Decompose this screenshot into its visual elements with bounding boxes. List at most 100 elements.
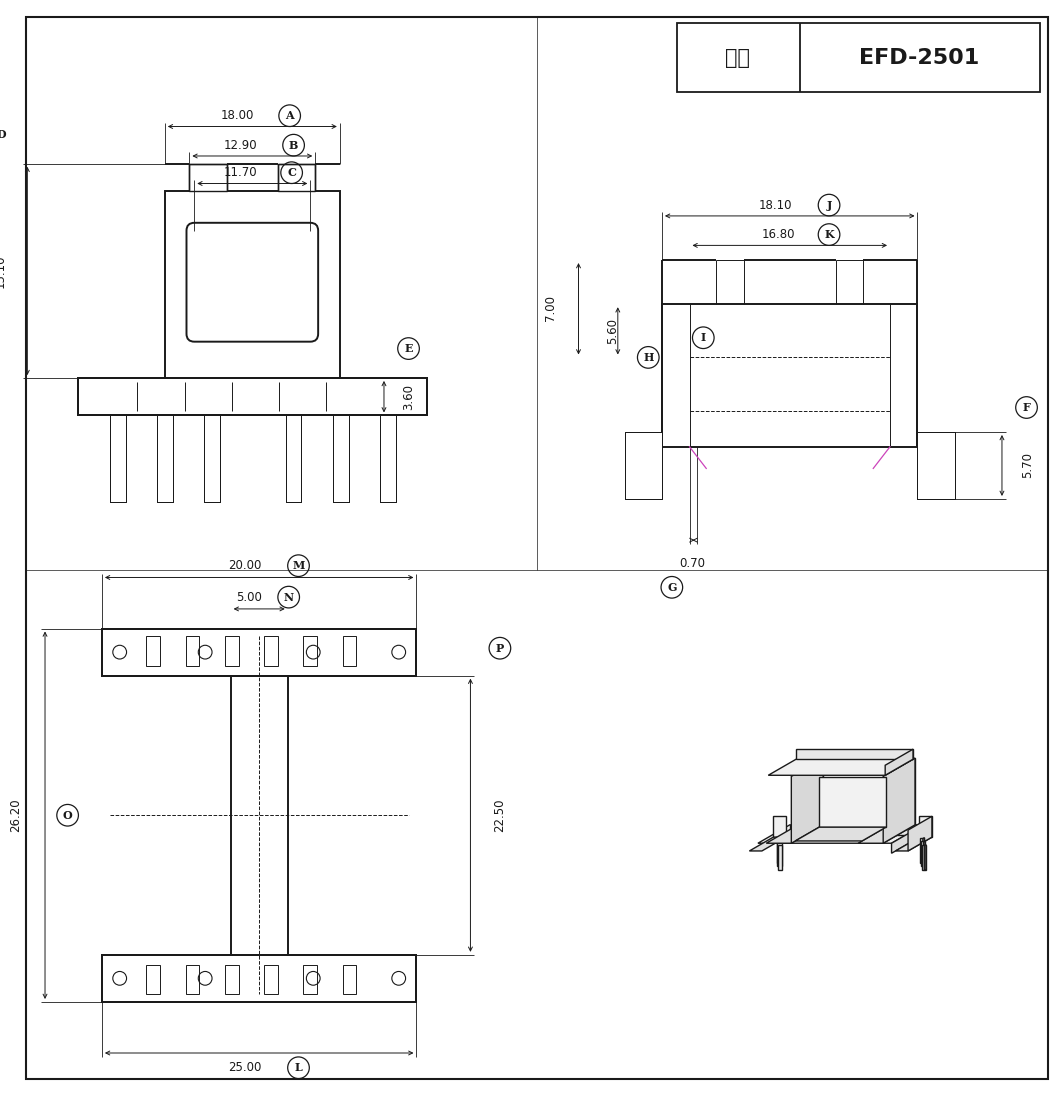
Text: 5.70: 5.70 (1021, 453, 1034, 479)
Text: 5.00: 5.00 (237, 591, 262, 604)
Text: B: B (289, 139, 298, 150)
Text: 3.60: 3.60 (402, 384, 415, 410)
Polygon shape (758, 825, 923, 843)
Text: 25.00: 25.00 (228, 1061, 261, 1074)
Bar (918, 432, 955, 499)
Text: 18.10: 18.10 (758, 198, 792, 212)
Polygon shape (885, 750, 913, 775)
Bar (102, 955, 416, 1002)
Polygon shape (776, 837, 780, 863)
Polygon shape (923, 837, 924, 864)
Text: K: K (825, 229, 834, 240)
Bar (278, 163, 315, 192)
Polygon shape (791, 758, 823, 843)
Polygon shape (908, 817, 931, 850)
Polygon shape (891, 825, 923, 854)
Bar (102, 629, 416, 676)
Bar (102, 629, 416, 676)
Polygon shape (777, 841, 781, 866)
Bar (225, 637, 239, 666)
Bar (264, 964, 278, 994)
Polygon shape (890, 758, 914, 825)
Text: 26.20: 26.20 (10, 798, 22, 832)
Polygon shape (819, 777, 886, 827)
Bar (225, 964, 239, 994)
Text: M: M (293, 560, 305, 571)
Bar (343, 964, 357, 994)
Bar (146, 637, 159, 666)
Bar (78, 378, 428, 415)
Bar (186, 637, 200, 666)
Polygon shape (796, 750, 913, 760)
Text: 型号: 型号 (725, 48, 750, 68)
Text: D: D (0, 129, 6, 140)
Bar (918, 432, 955, 499)
Polygon shape (773, 817, 786, 837)
Text: 16.80: 16.80 (761, 228, 795, 241)
Bar (78, 378, 428, 415)
Text: A: A (285, 111, 294, 122)
Bar (110, 415, 126, 502)
Text: 22.50: 22.50 (493, 799, 507, 832)
Text: 0.70: 0.70 (680, 557, 705, 570)
Bar (662, 305, 918, 447)
Polygon shape (920, 837, 924, 863)
Text: J: J (827, 199, 832, 210)
Bar (677, 23, 1040, 92)
Polygon shape (920, 817, 931, 837)
Bar (157, 415, 173, 502)
Bar (625, 432, 662, 499)
Polygon shape (859, 825, 914, 843)
Text: P: P (495, 642, 504, 653)
Polygon shape (795, 827, 886, 841)
Bar (303, 964, 317, 994)
Polygon shape (798, 758, 823, 825)
Text: 11.70: 11.70 (224, 167, 258, 179)
Text: H: H (643, 352, 654, 363)
Bar (204, 415, 220, 502)
Polygon shape (895, 837, 931, 850)
Bar (286, 415, 301, 502)
Bar (146, 964, 159, 994)
Bar (333, 415, 348, 502)
Text: 12.90: 12.90 (224, 139, 258, 151)
Polygon shape (790, 825, 923, 835)
Text: 7.00: 7.00 (545, 295, 558, 321)
Polygon shape (924, 841, 925, 867)
Text: I: I (701, 332, 705, 343)
Text: E: E (404, 343, 413, 354)
Polygon shape (883, 758, 914, 843)
Polygon shape (778, 845, 782, 869)
Text: N: N (284, 592, 294, 603)
Bar (333, 415, 348, 502)
Polygon shape (750, 837, 786, 850)
Text: F: F (1022, 402, 1031, 413)
Bar (165, 192, 340, 388)
Bar (286, 415, 301, 502)
Bar (189, 163, 227, 192)
Text: 15.10: 15.10 (0, 254, 6, 287)
Text: G: G (667, 582, 677, 593)
Bar (625, 432, 662, 499)
Bar (204, 415, 220, 502)
Bar (110, 415, 126, 502)
Text: 20.00: 20.00 (228, 559, 261, 572)
Text: 18.00: 18.00 (221, 110, 254, 123)
Bar (380, 415, 396, 502)
Polygon shape (921, 841, 925, 866)
Bar (303, 637, 317, 666)
Bar (102, 955, 416, 1002)
Bar (186, 964, 200, 994)
Text: C: C (287, 168, 296, 179)
Bar (264, 637, 278, 666)
Bar (157, 415, 173, 502)
Polygon shape (769, 760, 913, 775)
Polygon shape (767, 825, 823, 843)
Text: L: L (295, 1062, 302, 1073)
Polygon shape (922, 845, 926, 869)
Bar (380, 415, 396, 502)
Text: 5.60: 5.60 (606, 318, 620, 344)
Text: EFD-2501: EFD-2501 (860, 48, 980, 68)
Text: O: O (62, 810, 73, 821)
Bar (343, 637, 357, 666)
